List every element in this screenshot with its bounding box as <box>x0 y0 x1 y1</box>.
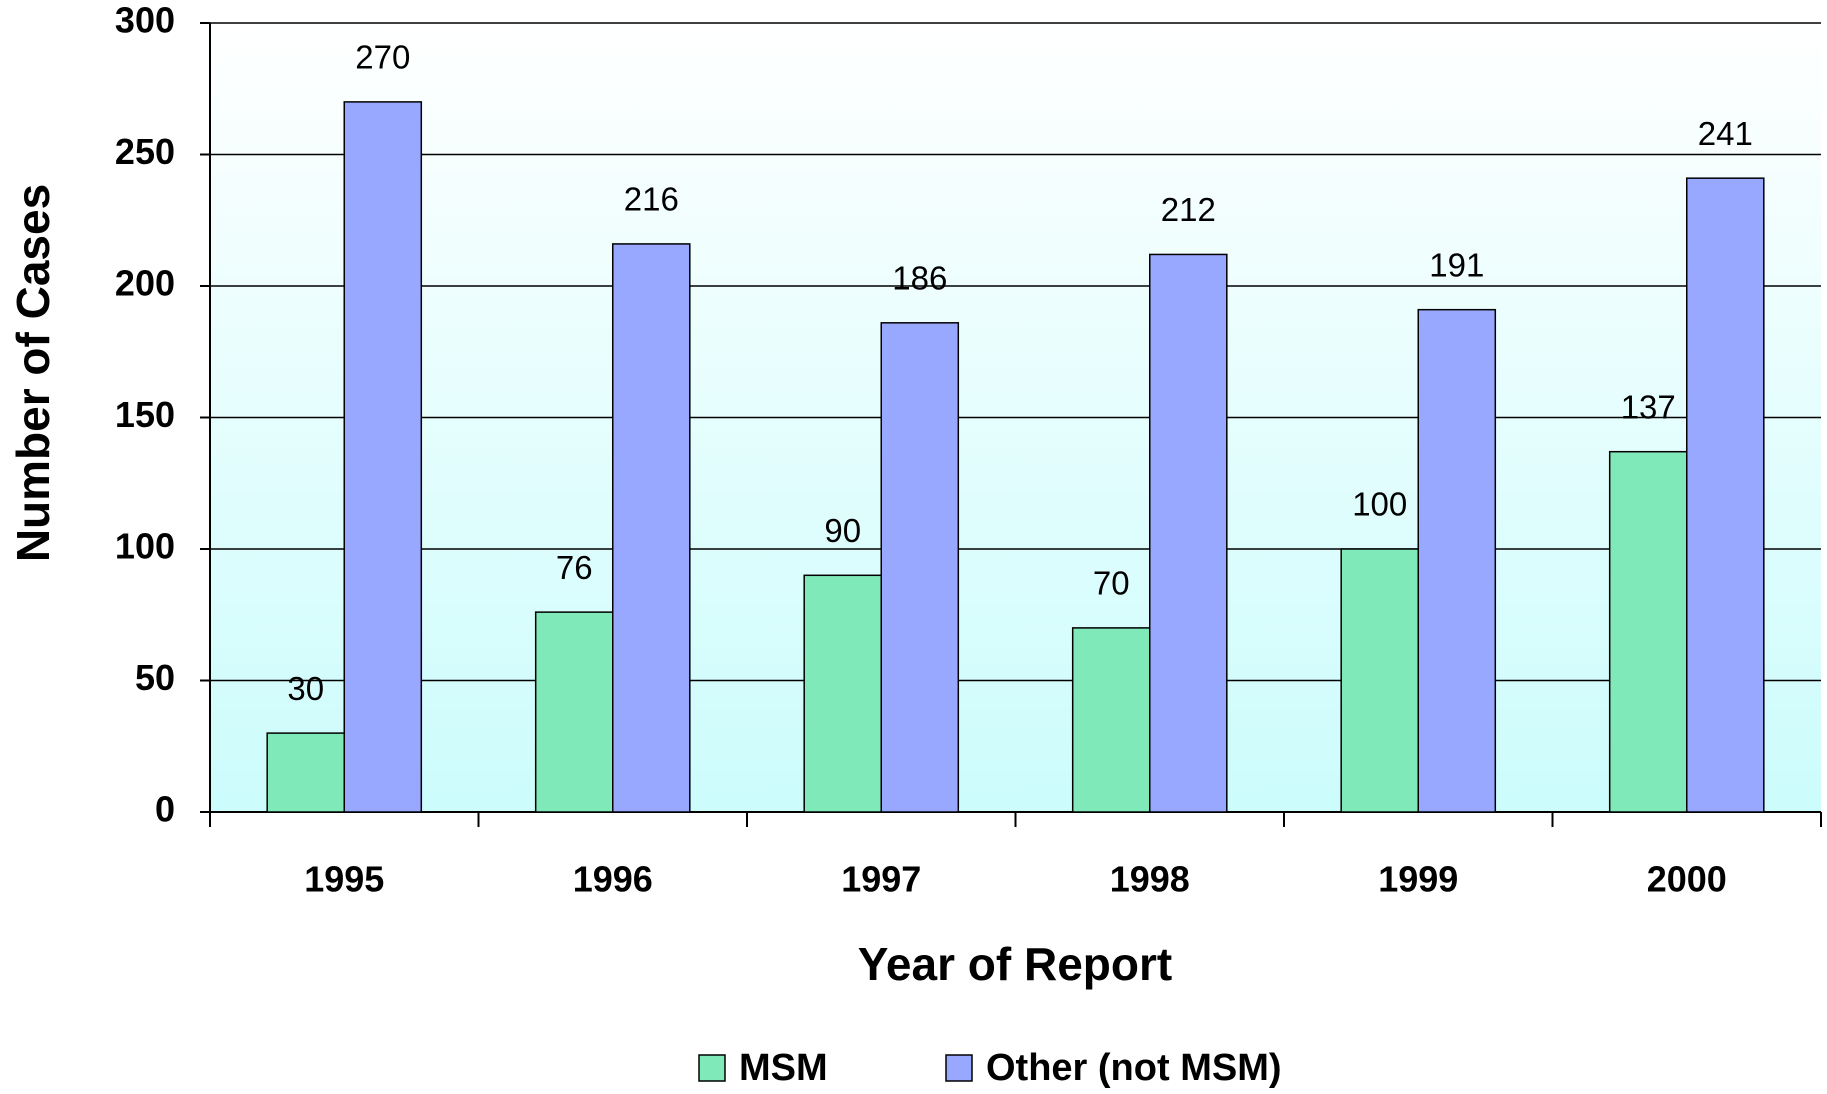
value-label: 70 <box>1093 565 1130 602</box>
bar <box>534 611 614 813</box>
y-tick-label: 250 <box>115 131 175 172</box>
legend-swatch <box>698 1054 726 1082</box>
value-label: 76 <box>556 549 593 586</box>
y-tick-label: 300 <box>115 0 175 41</box>
value-label: 137 <box>1621 388 1676 425</box>
bar <box>1608 450 1688 813</box>
x-tick-label: 1998 <box>1110 859 1190 900</box>
bar <box>266 732 345 813</box>
value-label: 186 <box>892 260 947 297</box>
bar <box>1149 253 1228 813</box>
bar <box>880 322 960 813</box>
value-label: 216 <box>624 181 679 218</box>
x-tick-label: 1995 <box>304 859 384 900</box>
x-tick-label: 2000 <box>1647 859 1727 900</box>
value-label: 241 <box>1698 115 1753 152</box>
bar <box>1340 548 1420 813</box>
bar <box>803 574 882 813</box>
y-axis-title: Number of Cases <box>7 184 59 562</box>
bar <box>1417 308 1497 813</box>
value-label: 270 <box>355 39 410 76</box>
legend-label: MSM <box>739 1047 828 1089</box>
bar <box>1686 177 1765 813</box>
x-tick-label: 1999 <box>1378 859 1458 900</box>
x-axis-title: Year of Report <box>858 938 1172 990</box>
value-label: 90 <box>824 512 861 549</box>
bar <box>612 243 691 813</box>
value-label: 212 <box>1161 191 1216 228</box>
x-tick-label: 1997 <box>841 859 921 900</box>
value-label: 100 <box>1352 486 1407 523</box>
x-tick-label: 1996 <box>573 859 653 900</box>
y-tick-label: 0 <box>155 789 175 830</box>
legend-label: Other (not MSM) <box>986 1047 1282 1089</box>
y-tick-label: 150 <box>115 394 175 435</box>
y-tick-label: 200 <box>115 263 175 304</box>
y-tick-label: 50 <box>135 657 175 698</box>
y-tick-label: 100 <box>115 526 175 567</box>
value-label: 30 <box>287 670 324 707</box>
value-label: 191 <box>1429 246 1484 283</box>
bar <box>1071 627 1151 813</box>
legend-swatch <box>945 1054 973 1082</box>
bar <box>343 101 423 813</box>
